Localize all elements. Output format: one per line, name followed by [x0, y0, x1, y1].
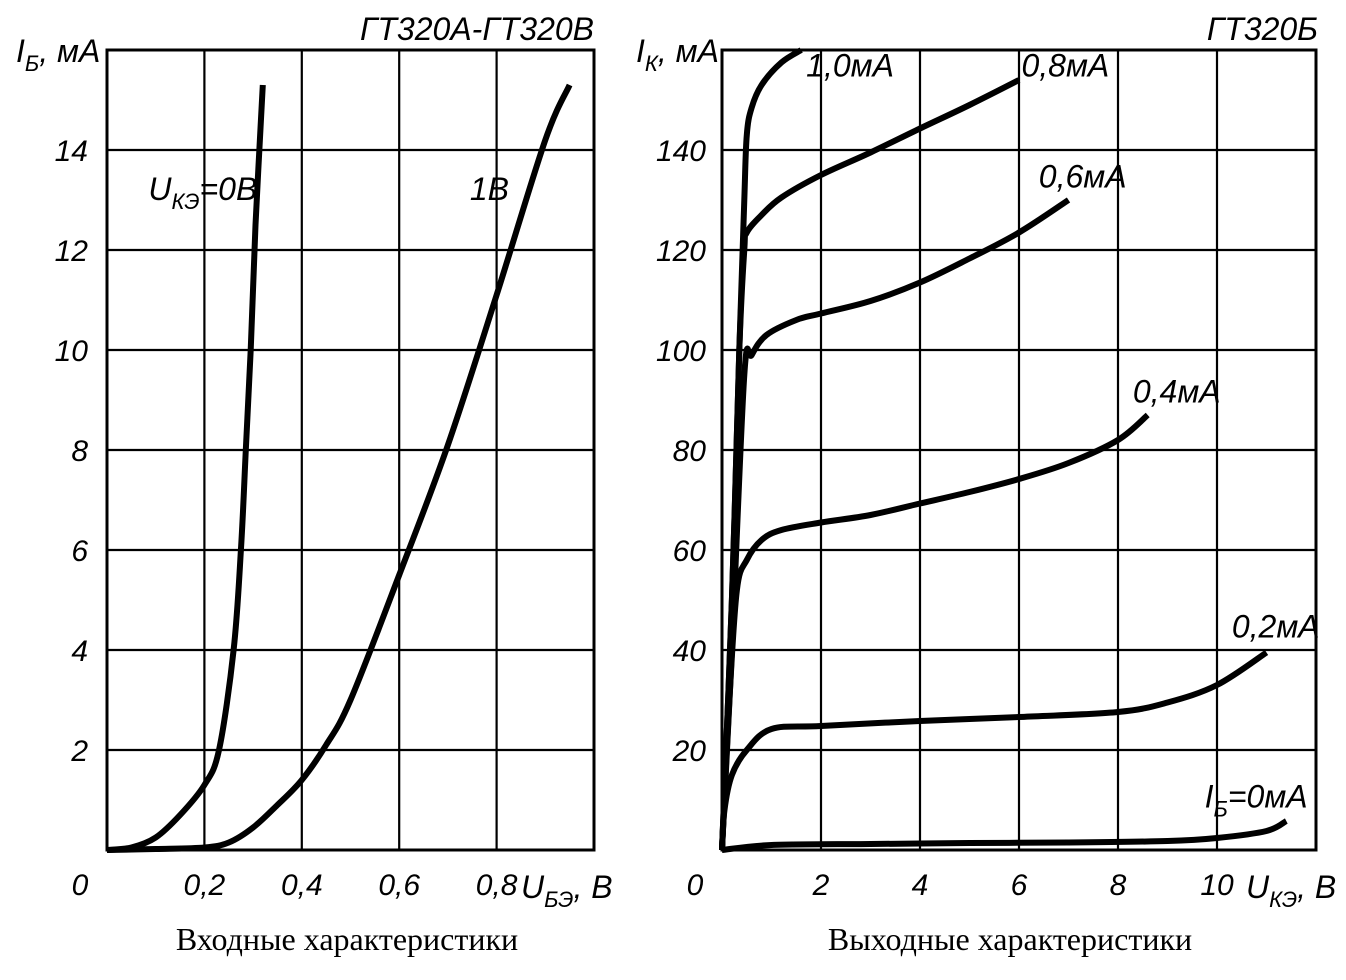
output-y-axis-label: IК, мА	[636, 33, 719, 76]
input-x-tick-label: 0,8	[476, 869, 518, 902]
output-curve-label-2: 0,2мА	[1232, 609, 1320, 645]
output-curve-2	[719, 649, 1269, 851]
output-x-tick-label: 10	[1200, 869, 1234, 902]
input-y-tick-label: 8	[71, 435, 88, 468]
input-characteristics-plot: ГТ320А-ГТ320В IБ, мА UБЭ, В 0 Входные ха…	[16, 11, 613, 957]
output-y-tick-label: 120	[656, 235, 706, 268]
input-y-tick-label: 14	[55, 135, 88, 168]
input-curve-1	[106, 84, 266, 853]
output-x-tick-label: 8	[1110, 869, 1127, 902]
output-x-tick-label: 2	[812, 869, 830, 902]
output-curve-label-6: 1,0мА	[806, 48, 894, 84]
input-y-tick-label: 12	[55, 235, 89, 268]
output-x-axis-label: UКЭ, В	[1246, 869, 1336, 912]
output-curve-label-5: 0,8мА	[1021, 48, 1109, 84]
input-curve-label-1: UКЭ=0В	[148, 171, 257, 214]
output-curve-4	[719, 197, 1071, 851]
input-y-tick-label: 4	[71, 635, 88, 668]
input-y-axis-label: IБ, мА	[16, 33, 100, 76]
output-title: ГТ320Б	[1207, 11, 1318, 47]
output-y-tick-label: 80	[673, 435, 707, 468]
input-curve-2	[106, 83, 573, 853]
output-curve-label-1: IБ=0мА	[1205, 779, 1308, 822]
output-curve-label-4: 0,6мА	[1039, 159, 1127, 195]
output-y-tick-label: 60	[673, 535, 707, 568]
input-origin-label: 0	[72, 869, 89, 902]
input-caption: Входные характеристики	[176, 921, 518, 957]
output-curve-6	[719, 47, 803, 851]
input-curve-label-2: 1В	[470, 171, 509, 207]
output-y-tick-label: 20	[672, 735, 707, 768]
input-plot-frame	[105, 48, 596, 852]
input-x-tick-label: 0,4	[281, 869, 323, 902]
input-title: ГТ320А-ГТ320В	[360, 11, 594, 47]
output-plot-frame	[720, 48, 1318, 852]
input-y-tick-label: 6	[71, 535, 88, 568]
output-curve-3	[719, 412, 1150, 851]
input-x-tick-label: 0,2	[184, 869, 226, 902]
output-curve-1	[721, 818, 1288, 853]
output-curve-5	[719, 77, 1021, 851]
output-characteristics-plot: ГТ320Б IК, мА UКЭ, В 0 Выходные характер…	[636, 11, 1336, 957]
input-x-axis-label: UБЭ, В	[521, 869, 613, 912]
output-x-tick-label: 4	[912, 869, 929, 902]
output-caption: Выходные характеристики	[828, 921, 1192, 957]
input-x-tick-label: 0,6	[378, 869, 420, 902]
input-y-tick-label: 10	[55, 335, 89, 368]
output-y-tick-label: 40	[673, 635, 707, 668]
output-y-tick-label: 100	[656, 335, 706, 368]
output-x-tick-label: 6	[1011, 869, 1028, 902]
output-curve-label-3: 0,4мА	[1133, 374, 1221, 410]
input-y-tick-label: 2	[70, 735, 88, 768]
output-origin-label: 0	[687, 869, 704, 902]
output-y-tick-label: 140	[656, 135, 706, 168]
